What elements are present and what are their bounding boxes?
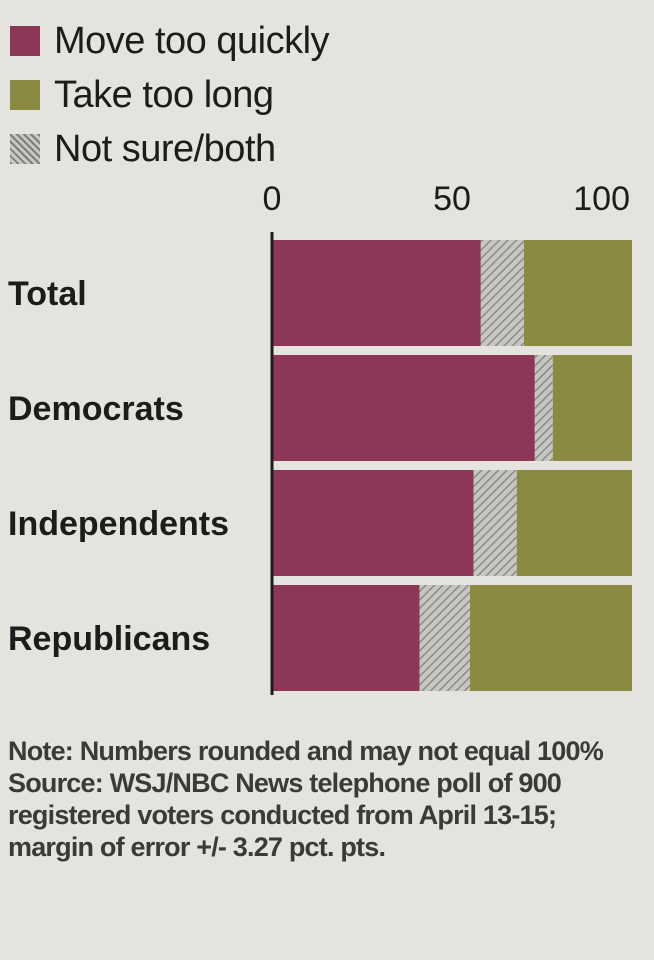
category-label-democrats: Democrats xyxy=(8,390,184,428)
x-tick-label-0: 0 xyxy=(263,180,282,218)
source-text: Source: WSJ/NBC News telephone poll of 9… xyxy=(8,768,562,862)
chart-notes: Note: Numbers rounded and may not equal … xyxy=(8,735,638,863)
legend-label: Move too quickly xyxy=(54,19,330,62)
bar-total-not-sure-both xyxy=(480,240,524,346)
x-axis-ticks: 0 50 100 xyxy=(263,180,630,218)
note-text: Note: Numbers rounded and may not equal … xyxy=(8,736,604,766)
category-label-republicans: Republicans xyxy=(8,620,210,658)
x-tick-label-50: 50 xyxy=(433,180,471,218)
legend-item-move-too-quickly: Move too quickly xyxy=(10,14,330,68)
legend-label: Not sure/both xyxy=(54,127,276,170)
legend-swatch-not-sure-both xyxy=(10,134,40,164)
bar-total-take-too-long xyxy=(524,240,632,346)
category-label-independents: Independents xyxy=(8,505,229,543)
bar-republicans-not-sure-both xyxy=(419,585,470,691)
bar-total-move-too-quickly xyxy=(272,240,481,346)
legend-label: Take too long xyxy=(54,73,274,116)
category-labels: Total Democrats Independents Republicans xyxy=(8,275,229,658)
legend-swatch-take-too-long xyxy=(10,80,40,110)
bar-independents-take-too-long xyxy=(516,470,632,576)
bar-democrats-move-too-quickly xyxy=(272,355,535,461)
bar-democrats-not-sure-both xyxy=(534,355,553,461)
x-tick-label-100: 100 xyxy=(573,180,630,218)
bar-independents-move-too-quickly xyxy=(272,470,474,576)
legend-item-not-sure-both: Not sure/both xyxy=(10,122,329,176)
category-label-total: Total xyxy=(8,275,87,313)
bar-independents-not-sure-both xyxy=(473,470,517,576)
legend-swatch-move-too-quickly xyxy=(10,26,40,56)
bar-republicans-take-too-long xyxy=(470,585,632,691)
legend: Move too quickly Take too long Not sure/… xyxy=(10,14,330,176)
bars-group xyxy=(272,240,632,691)
stacked-bar-chart: 0 50 100 Total Democrats Independents Republi… xyxy=(8,180,632,695)
bar-republicans-move-too-quickly xyxy=(272,585,420,691)
bar-democrats-take-too-long xyxy=(552,355,632,461)
legend-item-take-too-long: Take too long xyxy=(10,68,329,122)
